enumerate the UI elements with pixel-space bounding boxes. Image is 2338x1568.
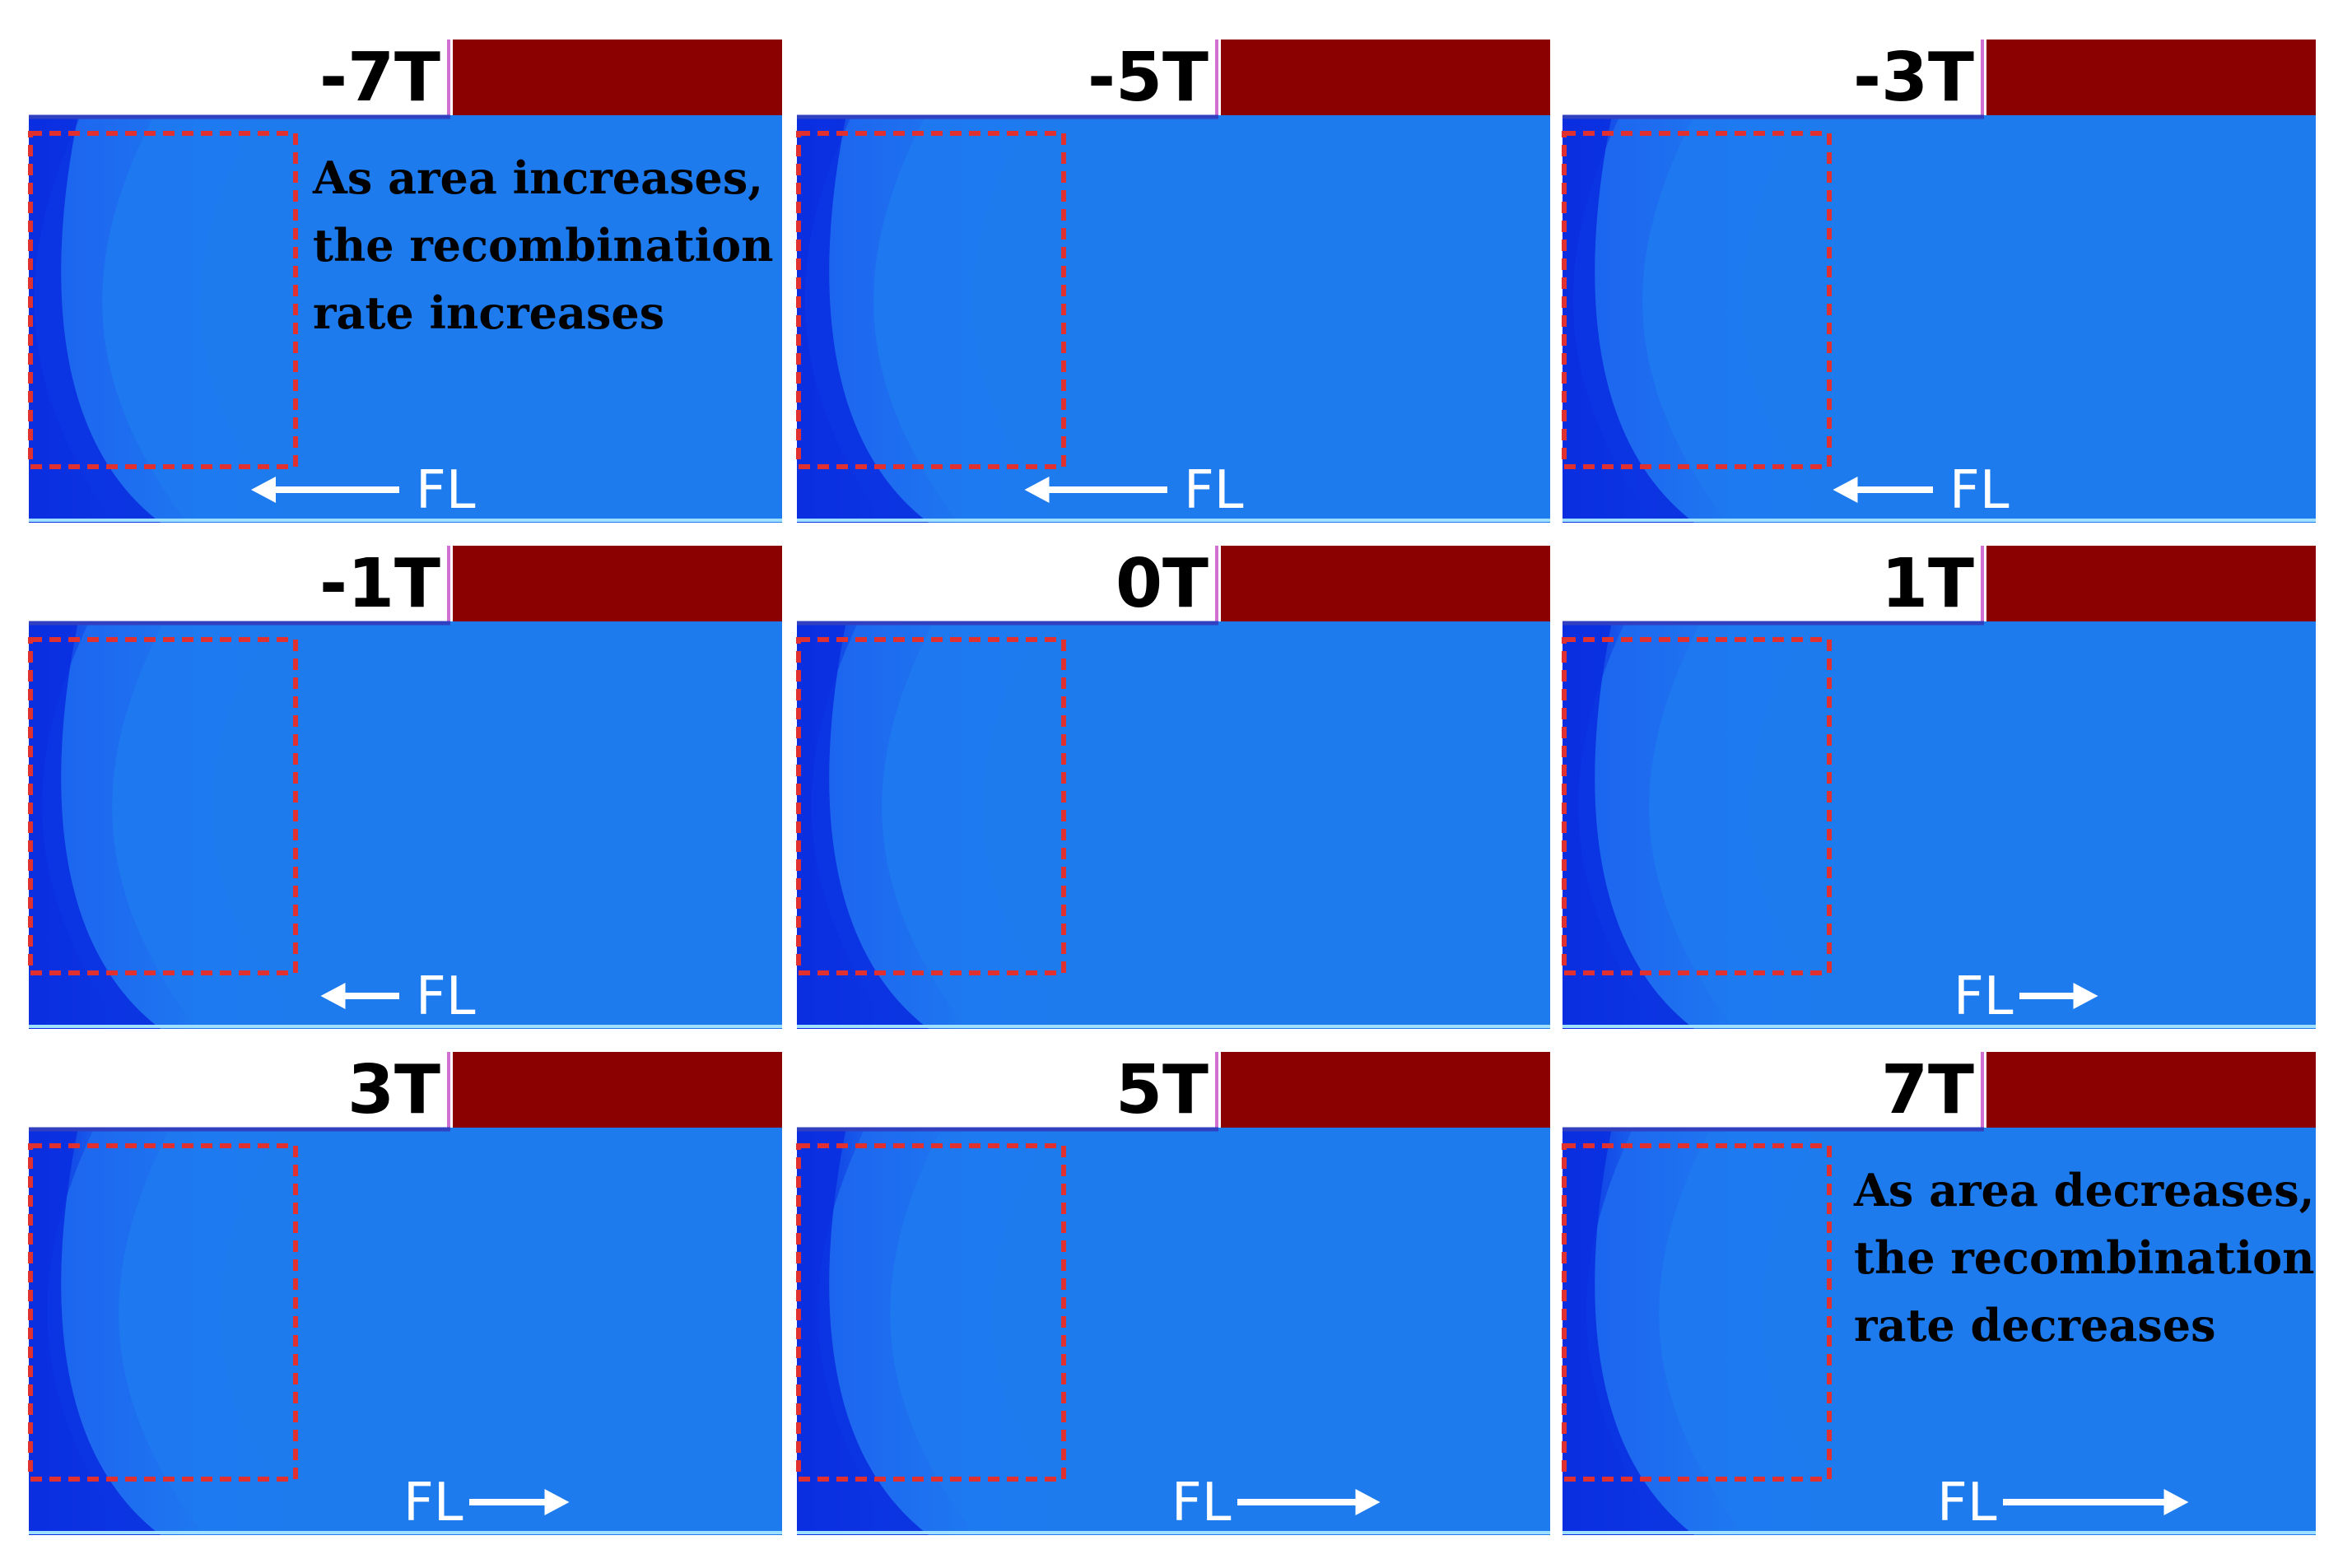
fl-arrow-head [1355, 1489, 1381, 1515]
fl-arrow-head [2073, 983, 2098, 1009]
contour-panel: -1T FL [28, 543, 783, 1029]
contour-panel: 0T [796, 543, 1550, 1029]
electrode-contact [1986, 40, 2316, 115]
fl-label: FL [1937, 1473, 1997, 1533]
top-margin [797, 1049, 1217, 1128]
annotation-line: the recombination [313, 219, 773, 272]
annotation-line: the recombination [1854, 1231, 2314, 1284]
contour-band [797, 115, 929, 523]
top-margin [797, 543, 1217, 621]
contour-band [811, 621, 1550, 1029]
contour-band [34, 115, 783, 523]
fl-label: FL [1954, 966, 2014, 1027]
fl-label: FL [1184, 460, 1244, 521]
contour-band [1563, 115, 1694, 523]
contour-band [1563, 621, 1694, 1029]
field-label: 1T [1881, 545, 1974, 623]
top-margin [1563, 37, 1982, 115]
electrode-contact [1221, 546, 1550, 621]
contour-band [804, 115, 1550, 523]
fl-arrow-head [251, 477, 276, 503]
fl-label: FL [416, 460, 476, 521]
fl-label: FL [416, 966, 476, 1027]
region-box [28, 131, 298, 469]
region-box [1562, 131, 1832, 469]
contour-band [817, 1128, 1550, 1535]
region-box [28, 1143, 298, 1482]
electrode-contact [1986, 546, 2316, 621]
region-box [1562, 637, 1832, 975]
annotation-text: As area decreases, the recombination rate … [1853, 1164, 2314, 1352]
annotation-text: As area increases, the recombination rate … [312, 151, 773, 339]
top-margin [29, 37, 449, 115]
field-label: -1T [319, 545, 440, 623]
fl-arrow-head [2163, 1489, 2189, 1515]
fl-arrow-head [1833, 477, 1858, 503]
region-box [796, 637, 1066, 975]
contour-panel: -3T FL [1562, 37, 2316, 523]
fl-arrow-head [544, 1489, 570, 1515]
contour-band [797, 621, 929, 1029]
field-label: 7T [1881, 1051, 1974, 1129]
contour-band [1586, 1128, 2316, 1535]
contour-band [29, 1128, 161, 1535]
contour-panel: 1T FL [1562, 543, 2316, 1029]
field-label: -7T [319, 39, 440, 117]
contour-band [29, 115, 161, 523]
field-label: -3T [1853, 39, 1974, 117]
electrode-contact [453, 40, 782, 115]
fl-arrow-head [1024, 477, 1050, 503]
contour-band [1572, 115, 2316, 523]
top-margin [797, 37, 1217, 115]
contour-band [1578, 621, 2316, 1029]
annotation-line: As area decreases, [1853, 1164, 2314, 1217]
fl-label: FL [403, 1473, 463, 1533]
contour-band [47, 1128, 783, 1535]
region-box [796, 131, 1066, 469]
contour-band [42, 621, 782, 1029]
region-box [1562, 1143, 1832, 1482]
top-margin [1563, 543, 1982, 621]
electrode-contact [453, 546, 782, 621]
annotation-line: As area increases, [312, 151, 763, 204]
contour-panel: 5T FL [796, 1049, 1550, 1535]
annotation-line: rate increases [313, 286, 664, 339]
electrode-contact [453, 1052, 782, 1128]
contour-band [29, 621, 161, 1029]
fl-arrow-head [320, 983, 346, 1009]
fl-label: FL [1949, 460, 2010, 521]
contour-band [797, 1128, 929, 1535]
top-margin [29, 543, 449, 621]
field-label: 5T [1115, 1051, 1209, 1129]
top-margin [29, 1049, 449, 1128]
electrode-contact [1986, 1052, 2316, 1128]
annotation-line: rate decreases [1854, 1299, 2216, 1352]
field-label: -5T [1087, 39, 1209, 117]
contour-panel: -5T FL [796, 37, 1550, 523]
field-label: 0T [1115, 545, 1209, 623]
contour-panel: 7T FL [1562, 1049, 2316, 1535]
field-label: 3T [347, 1051, 440, 1129]
top-margin [1563, 1049, 1982, 1128]
region-box [796, 1143, 1066, 1482]
electrode-contact [1221, 40, 1550, 115]
region-box [28, 637, 298, 975]
electrode-contact [1221, 1052, 1550, 1128]
contour-band [1563, 1128, 1694, 1535]
fl-label: FL [1171, 1473, 1232, 1533]
contour-panel: 3T FL [28, 1049, 783, 1535]
contour-panel: -7T FL [28, 37, 783, 523]
